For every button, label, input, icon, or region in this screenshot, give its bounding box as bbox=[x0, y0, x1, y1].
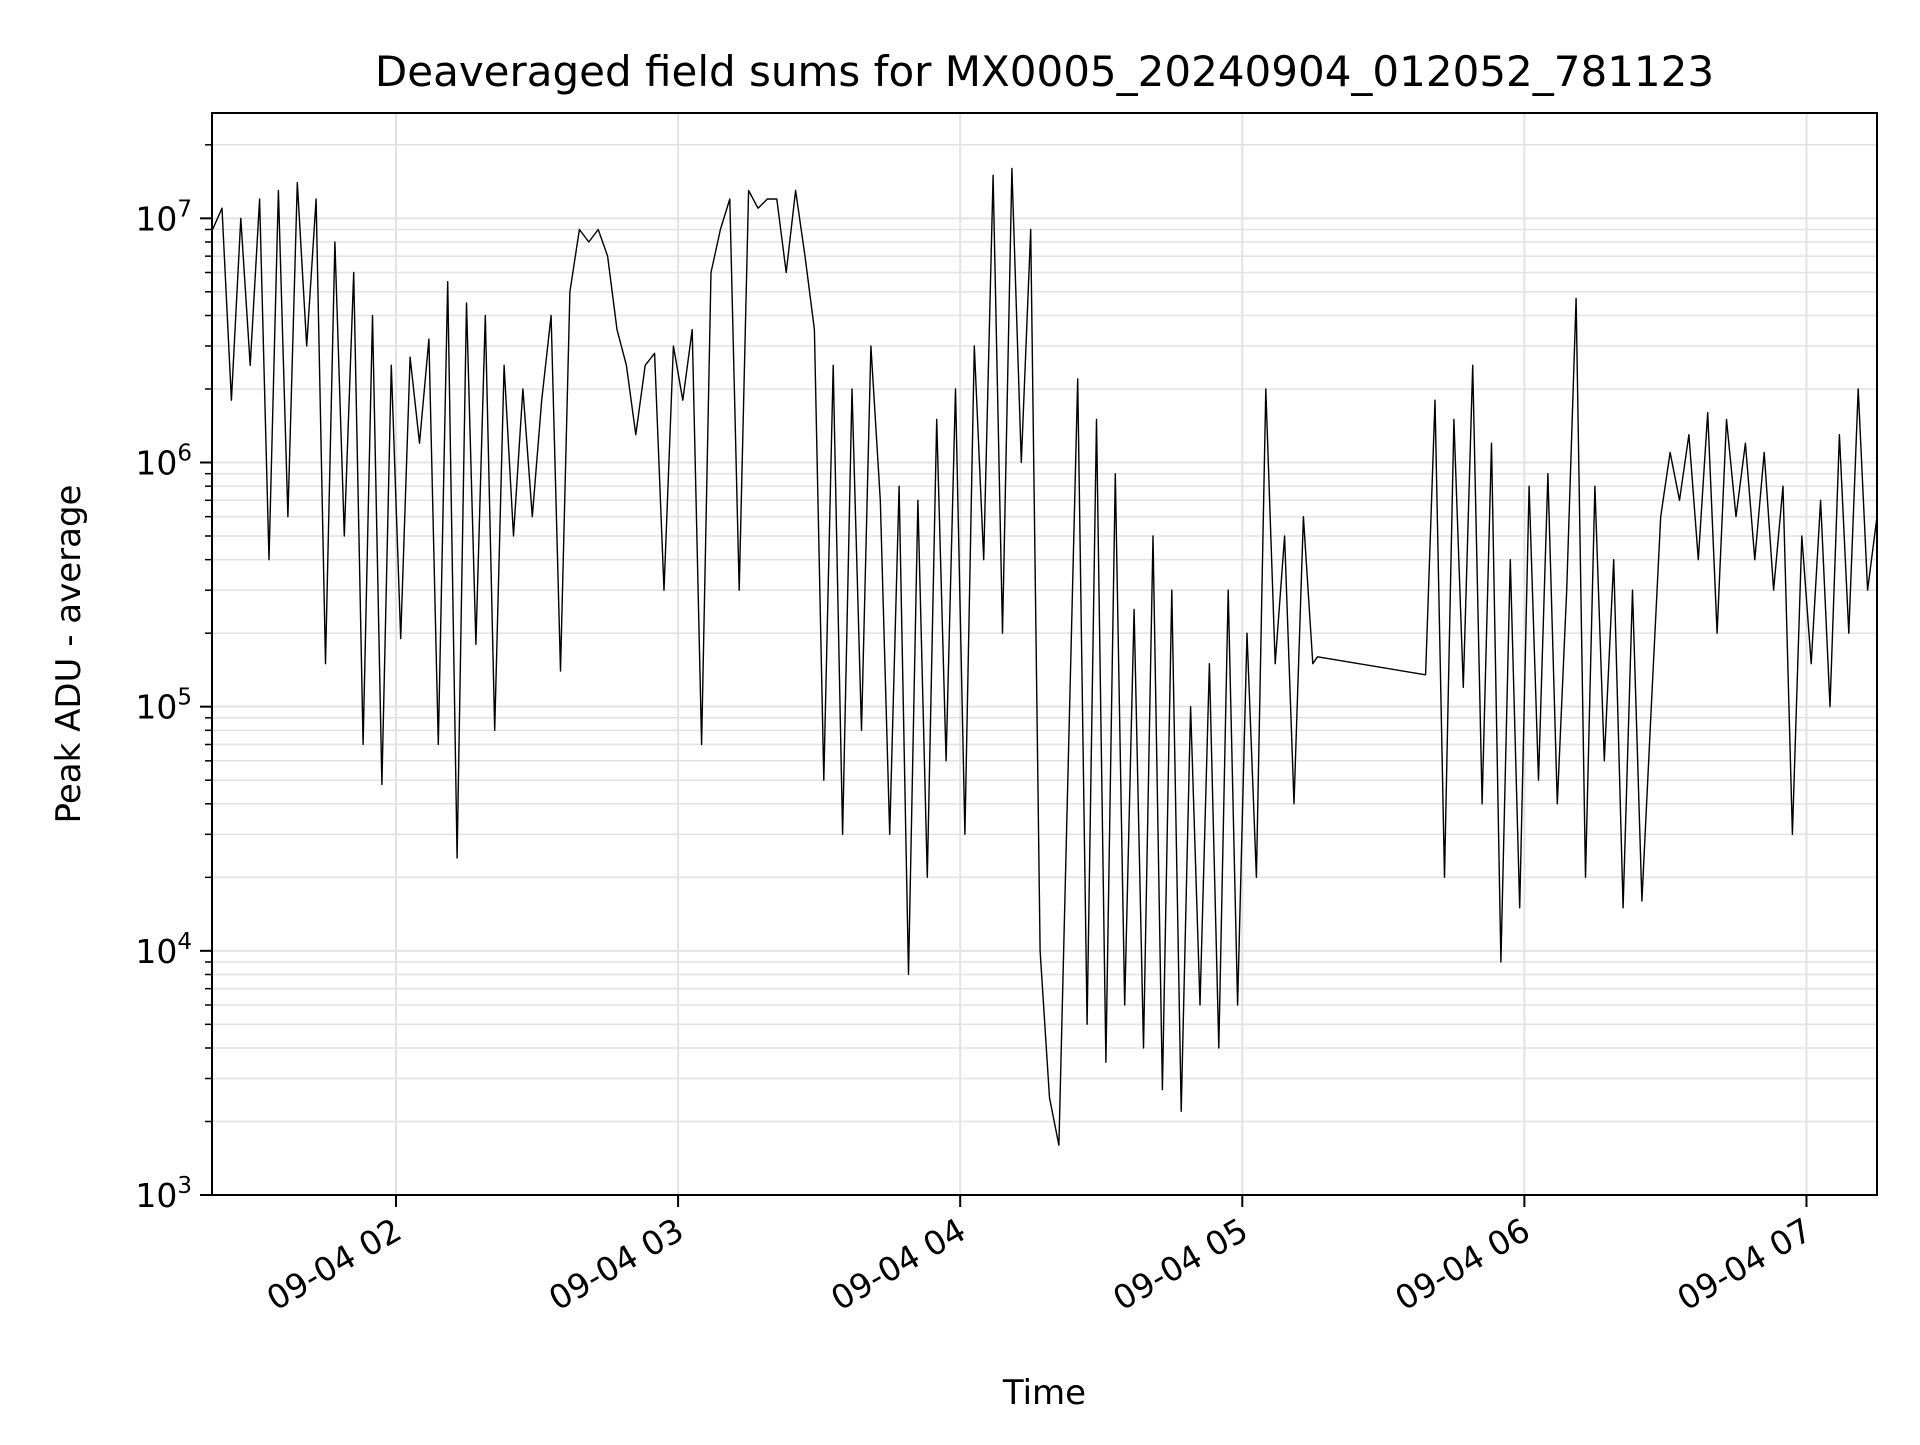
plot-area-frame bbox=[211, 112, 1878, 1196]
series-layer bbox=[211, 167, 1878, 1146]
series-line bbox=[211, 167, 1878, 1146]
y-axis-label: Peak ADU - average bbox=[49, 485, 89, 824]
chart-title: Deaveraged field sums for MX0005_2024090… bbox=[375, 47, 1714, 96]
y-tick-label: 106 bbox=[135, 440, 192, 482]
x-axis-label: Time bbox=[1002, 1373, 1086, 1413]
